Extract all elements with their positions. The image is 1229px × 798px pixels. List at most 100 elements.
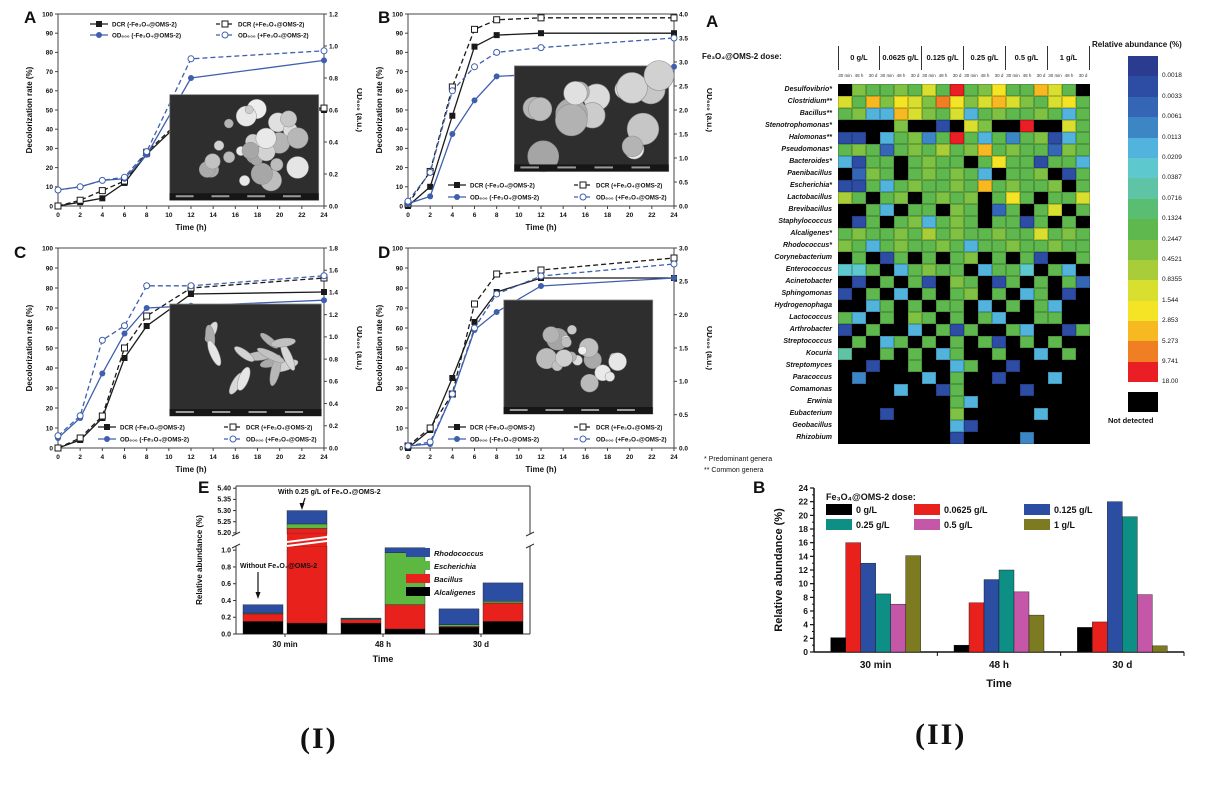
time-sublabel: 48 h [1064, 73, 1074, 78]
heatmap-cell [1076, 408, 1090, 420]
svg-text:0.4: 0.4 [329, 139, 338, 146]
colorbar-swatch [1128, 219, 1158, 240]
heatmap-cell [880, 204, 894, 216]
heatmap-cell [936, 384, 950, 396]
heatmap-cell [894, 84, 908, 96]
heatmap-cell [894, 240, 908, 252]
heatmap-cell [936, 264, 950, 276]
heatmap-cell [852, 84, 866, 96]
colorbar-value: 0.1324 [1162, 215, 1182, 223]
heatmap-cell [1048, 252, 1062, 264]
svg-text:50: 50 [46, 345, 54, 352]
heatmap-cell [936, 408, 950, 420]
genus-row-label: Clostridium** [787, 98, 832, 105]
svg-text:Decolorization rate (%): Decolorization rate (%) [375, 66, 384, 153]
svg-text:12: 12 [799, 565, 809, 575]
heatmap-cell [978, 168, 992, 180]
heatmap-cell [978, 156, 992, 168]
heatmap-cell [866, 432, 880, 444]
heatmap-cell [908, 396, 922, 408]
svg-text:90: 90 [396, 31, 404, 38]
heatmap-cell [880, 336, 894, 348]
svg-text:8: 8 [495, 212, 499, 219]
bar-0.125 g/L [983, 579, 1000, 653]
bar-1 g/L [1028, 614, 1045, 653]
heatmap-cell [1062, 324, 1076, 336]
svg-text:0.8: 0.8 [329, 356, 338, 363]
colorbar-value: 0.0209 [1162, 154, 1182, 161]
heatmap-cell [964, 216, 978, 228]
heatmap-cell [1076, 396, 1090, 408]
heatmap-cell [880, 96, 894, 108]
bar-0.25 g/L [875, 593, 891, 653]
svg-text:10: 10 [799, 579, 809, 589]
heatmap-cell [1034, 180, 1048, 192]
heatmap-cell [838, 168, 852, 180]
heatmap-cell [894, 168, 908, 180]
heatmap-cell [1020, 120, 1034, 132]
colorbar-value: 0.0061 [1162, 113, 1182, 121]
bar-0 g/L [953, 644, 970, 653]
heatmap-cell [1076, 180, 1090, 192]
heatmap-cell [852, 192, 866, 204]
svg-text:80: 80 [396, 50, 404, 57]
heatmap-cell [922, 312, 936, 324]
heatmap-cell [1076, 144, 1090, 156]
svg-text:16: 16 [232, 212, 240, 219]
heatmap-cell [1020, 372, 1034, 384]
legend-item: DCR (-Fe₃O₄@OMS-2) [448, 424, 535, 431]
heatmap-cell [880, 120, 894, 132]
colorbar-swatch [1128, 178, 1158, 199]
bar-0.125 g/L [1107, 501, 1123, 653]
heatmap-cell [1062, 240, 1076, 252]
heatmap-cell [1006, 288, 1020, 300]
heatmap-cell [1006, 300, 1020, 312]
heatmap-cell [978, 288, 992, 300]
heatmap-cell [866, 324, 880, 336]
svg-text:0.5 g/L: 0.5 g/L [944, 520, 973, 530]
legend-item: OD₆₀₀ (-Fe₃O₄@OMS-2) [448, 194, 539, 201]
heatmap-cell [922, 372, 936, 384]
sem-inset-image [503, 299, 654, 415]
heatmap-cell [1062, 396, 1076, 408]
heatmap-cell [908, 156, 922, 168]
svg-text:OD₆₀₀ (-Fe₃O₄@OMS-2): OD₆₀₀ (-Fe₃O₄@OMS-2) [120, 436, 189, 443]
heatmap-cell [950, 324, 964, 336]
heatmap-cell [1062, 84, 1076, 96]
heatmap-cell [880, 156, 894, 168]
stacked-bar-segment-Rhodococcus [438, 608, 480, 625]
heatmap-cell [964, 228, 978, 240]
svg-text:16: 16 [799, 538, 809, 548]
heatmap-cell [1006, 336, 1020, 348]
heatmap-cell [1062, 336, 1076, 348]
svg-text:10: 10 [396, 425, 404, 432]
heatmap-cell [866, 264, 880, 276]
heatmap-cell [1048, 288, 1062, 300]
heatmap-cell [838, 252, 852, 264]
heatmap-cell [852, 324, 866, 336]
sem-inset-image [169, 303, 322, 417]
heatmap-cell [922, 348, 936, 360]
svg-text:80: 80 [396, 285, 404, 292]
svg-text:DCR (-Fe₃O₄@OMS-2): DCR (-Fe₃O₄@OMS-2) [470, 182, 535, 189]
heatmap-cell [978, 276, 992, 288]
heatmap-cell [922, 84, 936, 96]
svg-text:DCR (-Fe₃O₄@OMS-2): DCR (-Fe₃O₄@OMS-2) [112, 21, 177, 28]
legend-item: DCR (+Fe₃O₄@OMS-2) [574, 423, 662, 431]
heatmap-cell [838, 156, 852, 168]
heatmap-cell [1006, 396, 1020, 408]
heatmap-cell [964, 192, 978, 204]
heatmap-cell [978, 408, 992, 420]
heatmap-cell [866, 228, 880, 240]
heatmap-cell [838, 396, 852, 408]
genus-row-label: Escherichia* [789, 182, 832, 189]
svg-text:16: 16 [582, 454, 590, 461]
time-sublabel: 48 h [980, 73, 990, 78]
heatmap-cell [1034, 384, 1048, 396]
heatmap-cell [1048, 432, 1062, 444]
heatmap-cell [950, 180, 964, 192]
heatmap-cell [838, 276, 852, 288]
svg-text:0.0: 0.0 [329, 445, 338, 452]
heatmap-cell [852, 204, 866, 216]
heatmap-cell [978, 384, 992, 396]
